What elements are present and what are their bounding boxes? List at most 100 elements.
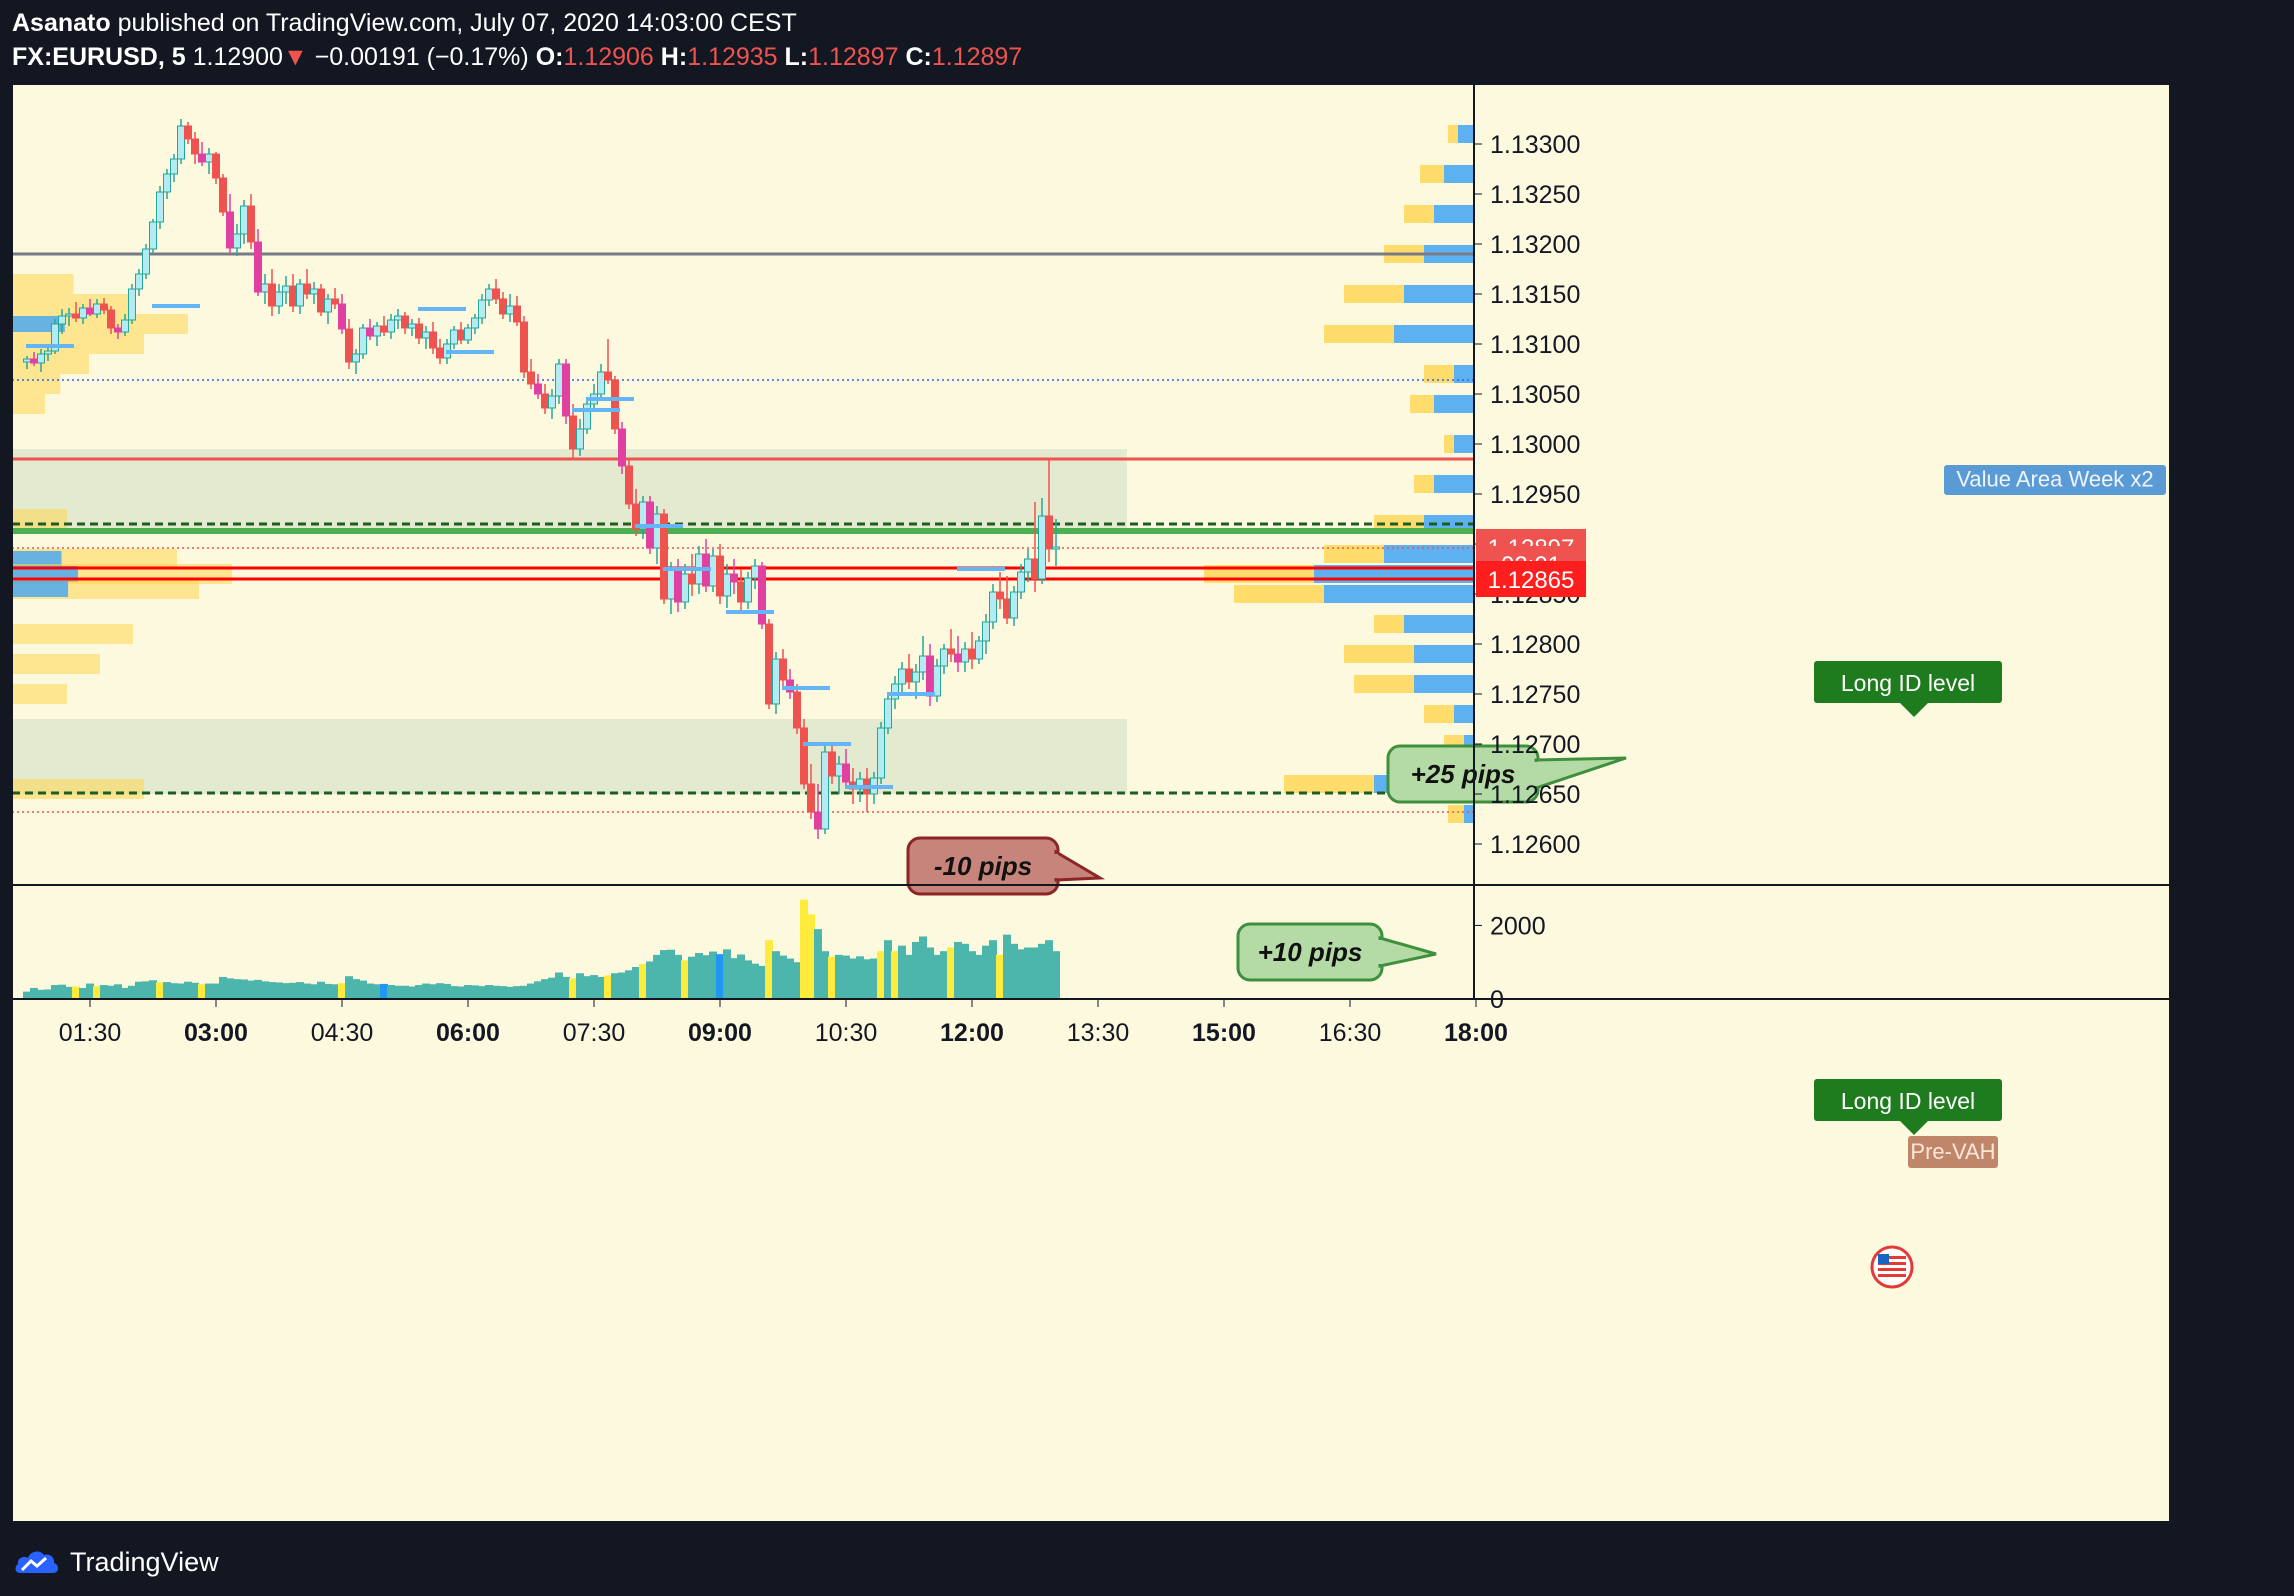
volume-bar <box>625 970 633 999</box>
volume-bar <box>632 966 640 999</box>
candle-body <box>37 353 45 364</box>
volume-bar <box>1024 947 1032 999</box>
value-area-label-text: Value Area Week x2 <box>1956 467 2153 492</box>
author-name[interactable]: Asanato <box>12 9 111 37</box>
candle-body <box>401 315 409 329</box>
candle-body <box>247 205 255 243</box>
volume-bar <box>842 955 850 999</box>
candle-body <box>835 763 843 777</box>
candle-body <box>184 125 192 140</box>
volume-bar <box>107 985 115 999</box>
candle-body <box>807 783 815 813</box>
volume-bar <box>555 972 563 999</box>
volume-bar <box>198 984 206 999</box>
volume-bar <box>814 929 822 999</box>
candle-body <box>527 371 535 385</box>
volume-bar <box>394 985 402 999</box>
candle-body <box>142 248 150 275</box>
profile-bar-yellow <box>1448 125 1458 143</box>
candle-body <box>891 683 899 700</box>
volume-bar <box>639 964 647 999</box>
profile-bar-blue <box>1404 285 1474 303</box>
candle-body <box>996 591 1004 600</box>
candle-body <box>982 621 990 642</box>
candle-body <box>107 309 115 329</box>
candle-body <box>989 591 997 623</box>
volume-bar <box>828 956 836 999</box>
symbol-label[interactable]: FX:EURUSD, 5 <box>12 43 186 71</box>
candle-body <box>576 428 584 450</box>
volume-bar <box>905 954 913 999</box>
volume-bar <box>65 986 73 999</box>
volume-bar <box>863 959 871 999</box>
candle-body <box>303 283 311 295</box>
volume-bar <box>954 941 962 999</box>
candle-body <box>254 241 262 293</box>
time-tick-label: 06:00 <box>436 1019 500 1047</box>
profile-bar-blue <box>1464 735 1474 753</box>
pre-vah-label-text: Pre-VAH <box>1910 1139 1995 1164</box>
volume-bar <box>1052 951 1060 999</box>
value-area-label: Value Area Week x2 <box>1944 465 2166 495</box>
volume-bar <box>933 954 941 999</box>
volume-bar <box>240 979 248 999</box>
volume-bar <box>324 983 332 999</box>
chart-header: Asanato published on TradingView.com, Ju… <box>12 6 1022 74</box>
volume-bar <box>576 973 584 999</box>
candle-body <box>394 315 402 321</box>
tradingview-brand[interactable]: TradingView <box>70 1546 219 1577</box>
candle-body <box>296 283 304 307</box>
candle-body <box>597 371 605 395</box>
long-id-level-top: Long ID level <box>1814 661 2002 717</box>
candle-body <box>583 403 591 430</box>
candle-body <box>317 288 325 313</box>
price-change: −0.00191 (−0.17%) <box>314 43 529 71</box>
candle-body <box>387 319 395 333</box>
price-tick-label: 1.13200 <box>1490 231 1580 259</box>
profile-bar <box>12 779 144 799</box>
candle-body <box>765 623 773 705</box>
volume-bar <box>548 977 556 999</box>
axes-layer: 1.13300 1.13250 1.13200 1.13150 1.13100 1.130… <box>12 84 2170 1522</box>
profile-bar-yellow <box>1404 205 1434 223</box>
candle-body <box>961 648 969 663</box>
volume-bar <box>408 986 416 999</box>
volume-bar <box>996 954 1004 999</box>
footer: TradingView <box>14 1542 219 1582</box>
candle-body <box>954 653 962 663</box>
volume-bar <box>835 954 843 999</box>
annotations-layer: Value Area Week x2 Long ID level Long ID l… <box>906 465 2166 1289</box>
volume-bar <box>268 982 276 999</box>
volume-bar <box>436 983 444 999</box>
minus-10-pips-callout-text: -10 pips <box>934 851 1032 881</box>
tradingview-cloud-icon[interactable] <box>14 1547 60 1577</box>
plus-10-pips-callout-pointer-mask <box>1376 940 1382 964</box>
volume-bar <box>681 960 689 999</box>
volume-bar <box>527 983 535 999</box>
candle-body <box>653 513 661 549</box>
volume-bar <box>947 947 955 999</box>
volume-bar <box>744 960 752 999</box>
candle-body <box>751 565 759 579</box>
volume-bar <box>422 983 430 999</box>
volume-bar <box>779 955 787 999</box>
price-tick-label: 1.12950 <box>1490 481 1580 509</box>
candle-body <box>548 395 556 409</box>
volume-bar <box>135 981 143 999</box>
volume-bar <box>310 984 318 999</box>
volume-bar <box>891 951 899 999</box>
levels-layer <box>12 252 1474 813</box>
plus-10-pips-callout-text: +10 pips <box>1258 937 1363 967</box>
profile-bar-yellow <box>1414 475 1434 493</box>
volume-bar <box>604 975 612 999</box>
volume-bar <box>569 978 577 999</box>
volume-bar <box>128 985 136 999</box>
profile-bar-blue <box>1434 205 1474 223</box>
volume-bar <box>709 951 717 999</box>
volume-bar <box>856 956 864 999</box>
volume-bar <box>212 983 220 999</box>
candle-body <box>135 273 143 290</box>
candle-body <box>79 307 87 319</box>
chart-canvas[interactable]: Value Area Week x2 Long ID level Long ID l… <box>12 84 2170 1522</box>
volume-bar <box>1010 943 1018 999</box>
